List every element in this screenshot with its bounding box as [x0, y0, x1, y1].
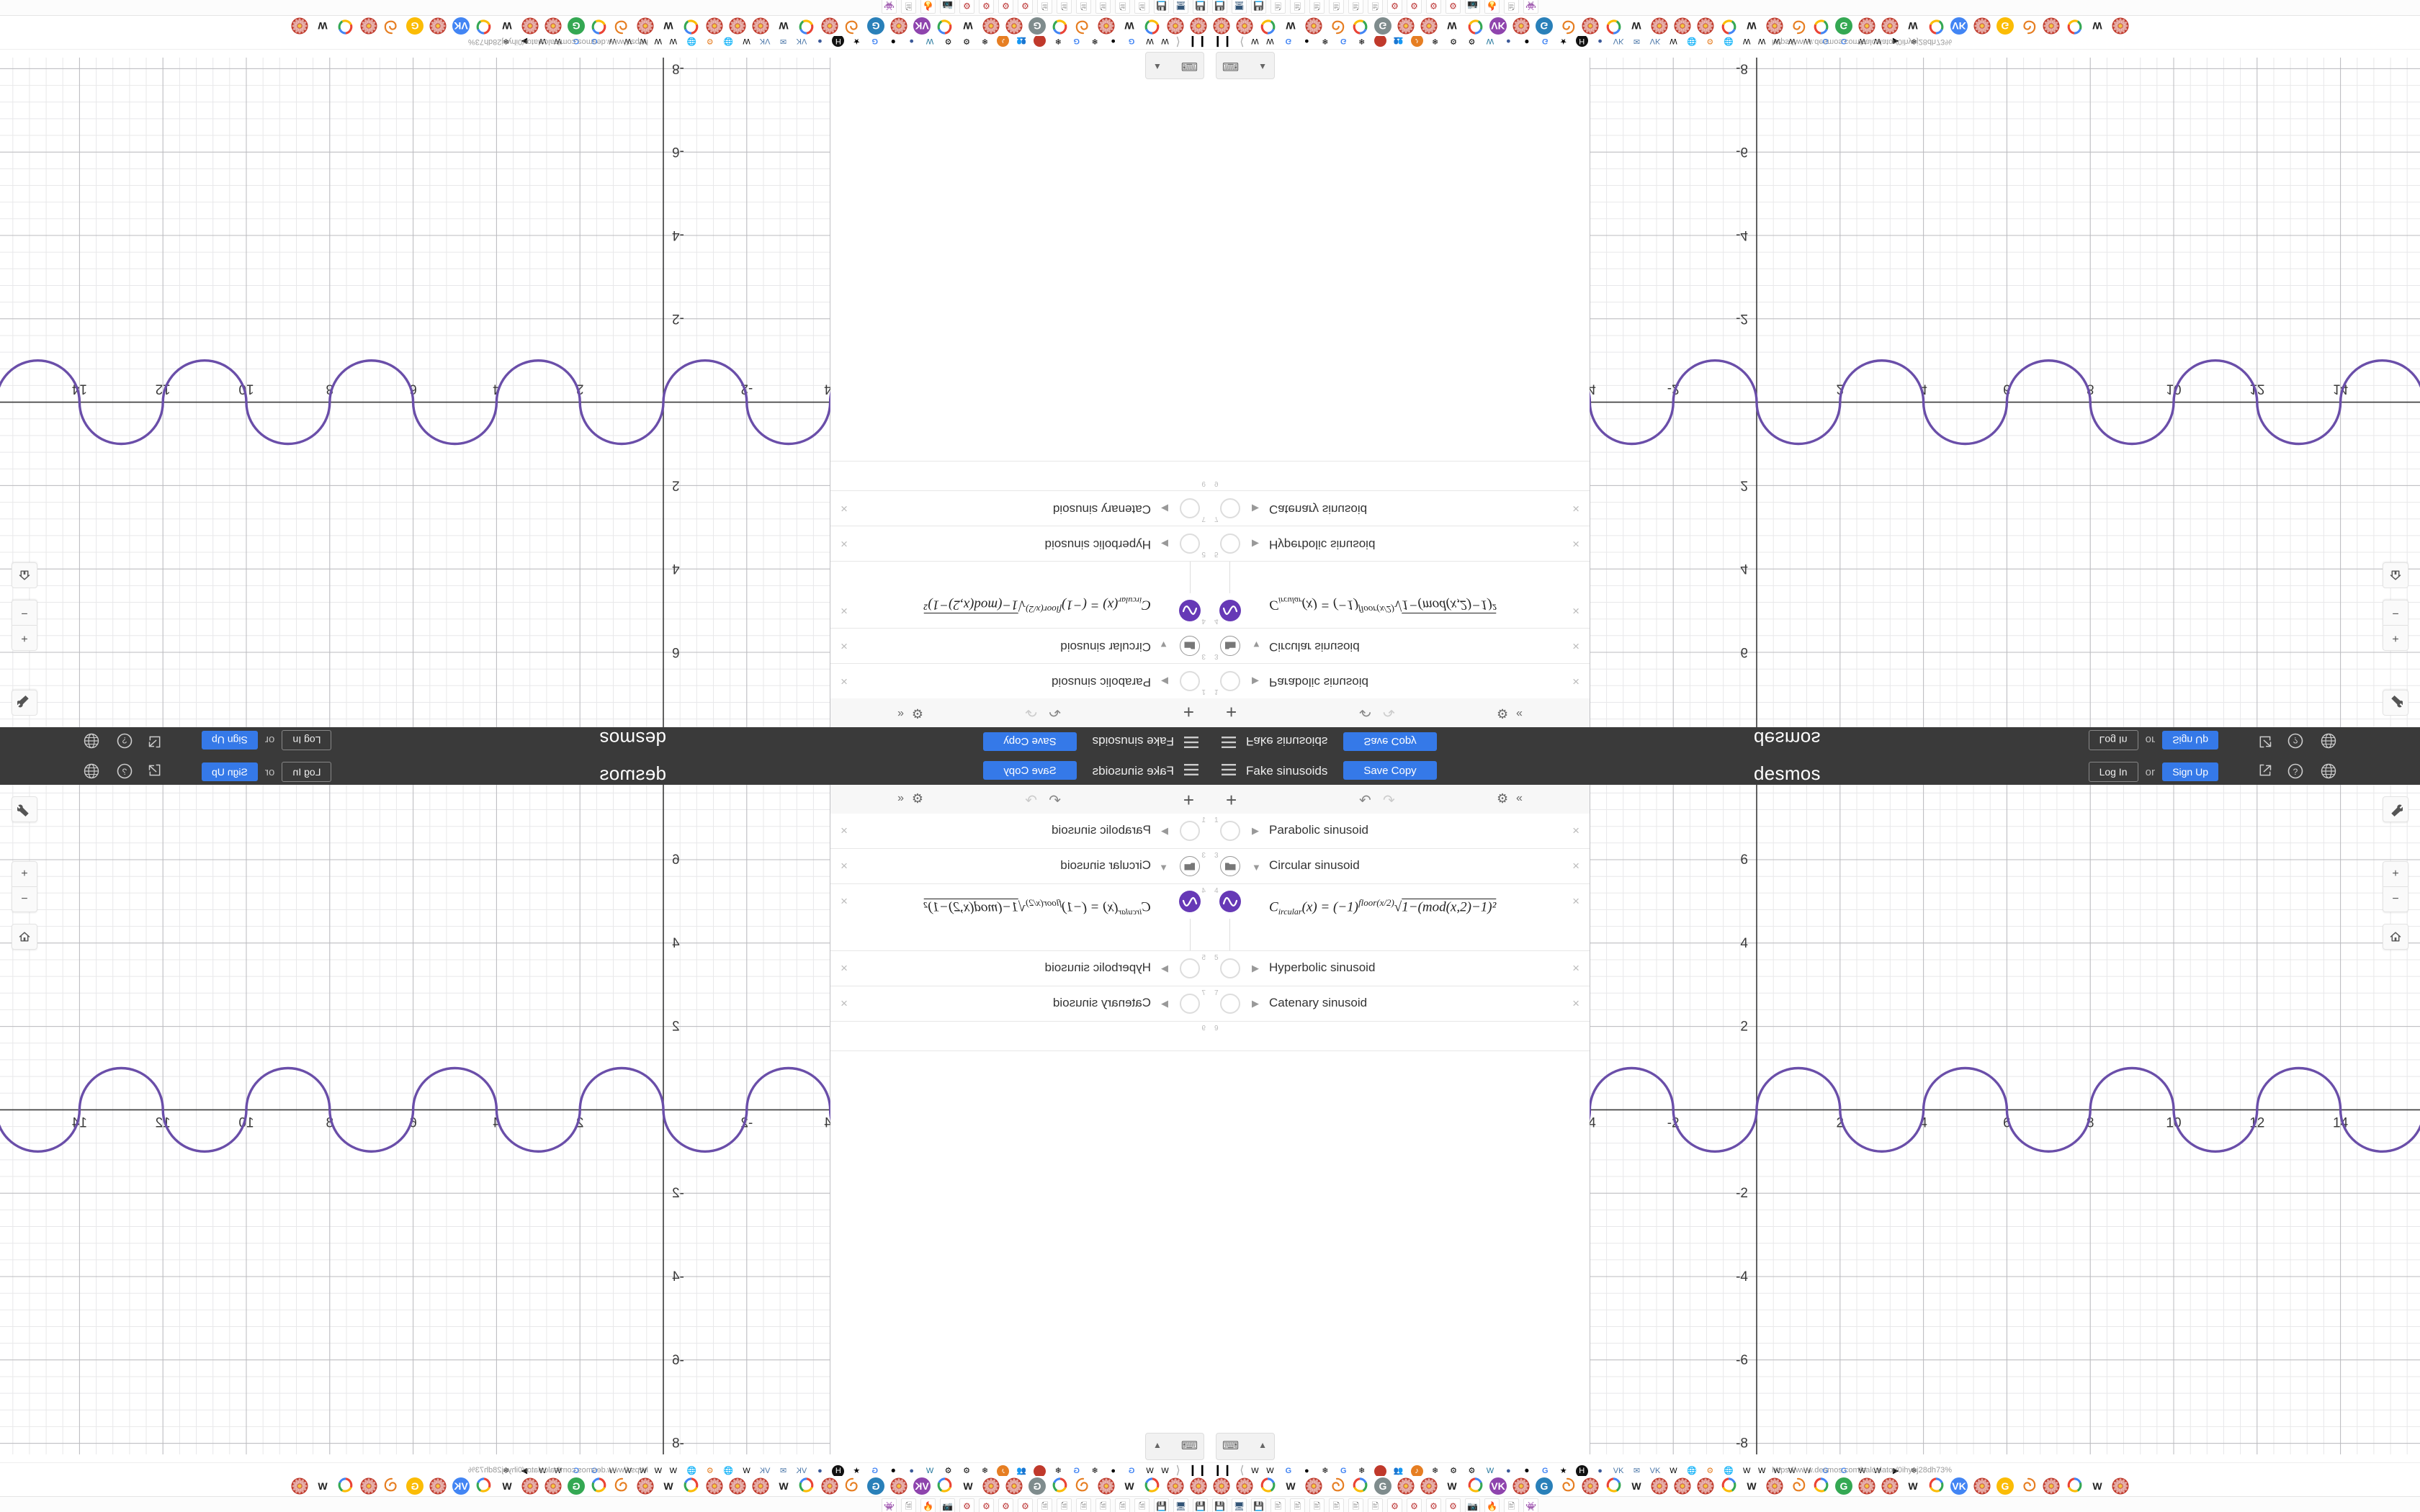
svg-text:-8: -8: [672, 60, 684, 76]
svg-text:?: ?: [2293, 767, 2298, 777]
svg-text:-8: -8: [1736, 1436, 1748, 1452]
svg-text:-6: -6: [672, 1353, 684, 1368]
svg-text:-2: -2: [1736, 1186, 1748, 1201]
svg-text:6: 6: [1740, 644, 1748, 660]
svg-text:-2: -2: [1736, 311, 1748, 326]
svg-text:-4: -4: [672, 228, 684, 243]
svg-text:-4: -4: [824, 382, 830, 397]
svg-text:6: 6: [672, 644, 680, 660]
svg-text:-8: -8: [1736, 60, 1748, 76]
svg-text:?: ?: [122, 735, 127, 745]
svg-text:-2: -2: [672, 1186, 684, 1201]
svg-text:-4: -4: [1590, 382, 1596, 397]
svg-text:-4: -4: [672, 1269, 684, 1284]
svg-text:?: ?: [2293, 735, 2298, 745]
svg-text:-6: -6: [672, 144, 684, 159]
svg-text:-6: -6: [1736, 1353, 1748, 1368]
svg-text:-6: -6: [1736, 144, 1748, 159]
svg-text:4: 4: [672, 561, 680, 576]
svg-text:-8: -8: [672, 1436, 684, 1452]
svg-text:2: 2: [672, 1020, 680, 1035]
svg-text:4: 4: [672, 936, 680, 951]
svg-text:-4: -4: [824, 1115, 830, 1130]
svg-text:?: ?: [122, 767, 127, 777]
svg-text:4: 4: [1740, 936, 1748, 951]
svg-text:-2: -2: [672, 311, 684, 326]
svg-text:-4: -4: [1736, 228, 1748, 243]
svg-text:-4: -4: [1590, 1115, 1596, 1130]
svg-text:2: 2: [1740, 477, 1748, 492]
svg-text:6: 6: [672, 852, 680, 868]
svg-text:2: 2: [1740, 1020, 1748, 1035]
svg-text:4: 4: [1740, 561, 1748, 576]
svg-text:6: 6: [1740, 852, 1748, 868]
svg-text:2: 2: [672, 477, 680, 492]
svg-text:-4: -4: [1736, 1269, 1748, 1284]
